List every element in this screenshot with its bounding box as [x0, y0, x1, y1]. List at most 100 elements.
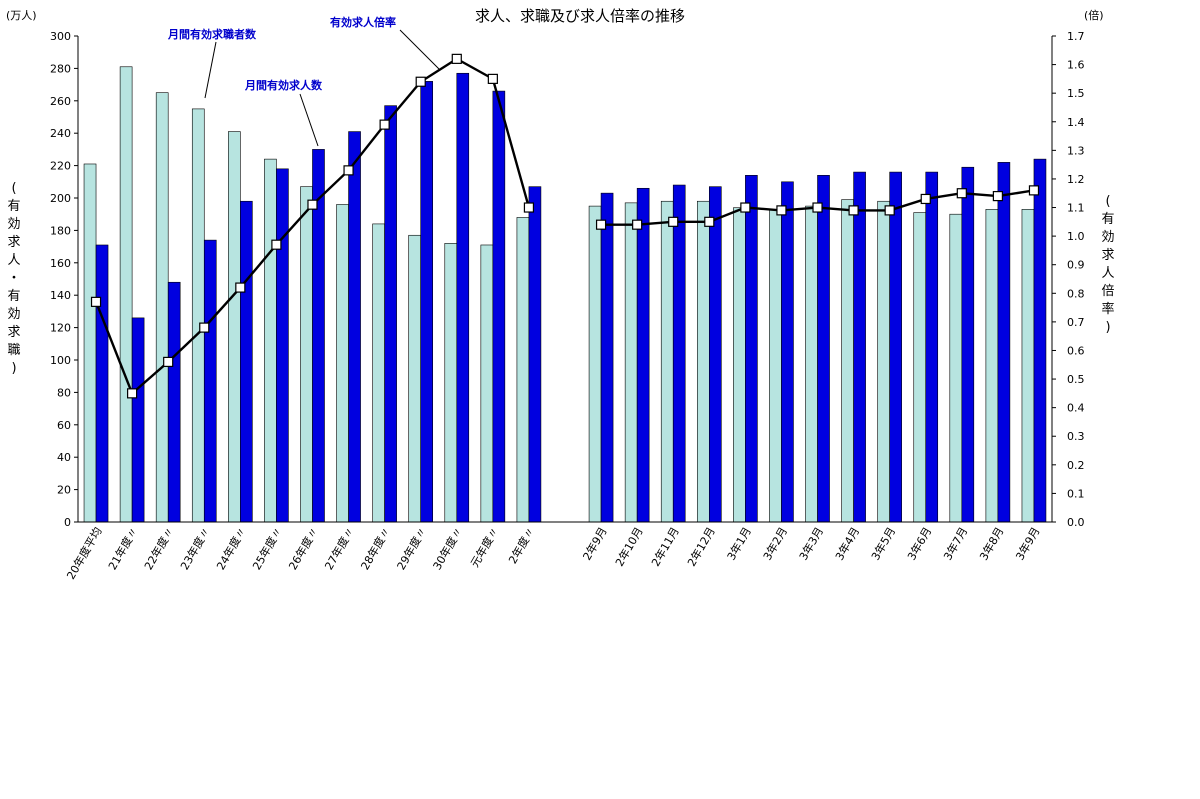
ratio-point: [199, 322, 210, 333]
right-tick-label: 0.3: [1067, 430, 1085, 443]
right-axis-label-char: 人: [1101, 266, 1114, 281]
ratio-point: [487, 73, 498, 84]
bar-job-seekers: [985, 209, 999, 523]
ratio-point: [127, 388, 138, 399]
bar-job-seekers: [228, 131, 241, 523]
bar-job-seekers: [300, 186, 313, 523]
x-tick-label: 26年度〃: [285, 525, 321, 573]
bar-job-openings: [708, 186, 722, 523]
annotation-ratio: 有効求人倍率: [330, 15, 396, 29]
left-axis-unit: (万人): [6, 9, 37, 22]
left-axis-label-char: 求: [7, 235, 20, 250]
bar-job-seekers: [264, 158, 277, 523]
right-axis-ticks: 0.0 0.1 0.2 0.3 0.4 0.5 0.6 0.7 0.8 0.9 1.0 1.1 1.2 1…: [1052, 30, 1085, 529]
bar-job-openings: [997, 162, 1011, 523]
left-axis-label-char: 有: [7, 289, 20, 304]
bar-job-openings: [528, 186, 542, 523]
left-tick-label: 60: [57, 419, 71, 432]
x-tick-label: 3年8月: [976, 525, 1006, 563]
right-axis-unit: (倍): [1084, 8, 1104, 22]
right-tick-label: 1.1: [1067, 202, 1085, 215]
bar-job-seekers: [805, 205, 818, 523]
left-axis-label-char: 効: [7, 217, 20, 232]
right-tick-label: 1.0: [1067, 230, 1085, 243]
ratio-point: [307, 199, 318, 210]
x-tick-label: 28年度〃: [358, 525, 394, 573]
chart-title: 求人、求職及び求人倍率の推移: [475, 7, 685, 25]
x-tick-label: 3年3月: [796, 525, 826, 563]
bar-job-seekers: [949, 213, 963, 523]
x-tick-label: 3年7月: [940, 525, 970, 563]
bar-job-openings: [95, 244, 109, 523]
left-tick-label: 80: [57, 386, 71, 399]
bar-job-seekers: [83, 163, 97, 523]
bar-job-openings: [384, 105, 397, 523]
bar-job-seekers: [336, 204, 349, 523]
bar-job-seekers: [155, 92, 169, 523]
x-tick-label: 29年度〃: [394, 525, 430, 573]
x-tick-label: 3年1月: [724, 525, 754, 563]
ratio-point: [956, 188, 967, 199]
x-tick-label: 3年6月: [904, 525, 934, 563]
ratio-point: [668, 216, 679, 227]
bar-job-openings: [492, 90, 506, 523]
bar-job-seekers: [480, 244, 494, 523]
x-tick-label: 2年11月: [648, 525, 682, 569]
right-axis-label-char: 求: [1101, 248, 1114, 263]
left-axis-label-char: ・: [7, 271, 20, 286]
x-axis-labels: 20年度平均 21年度〃 22年度〃 23年度〃 24年度〃 25年度〃 26年度〃 27年度…: [64, 525, 1043, 582]
x-tick-label: 20年度平均: [64, 525, 105, 582]
x-tick-label: 3年5月: [868, 525, 898, 563]
right-tick-label: 0.8: [1067, 287, 1085, 300]
bar-job-openings: [203, 239, 217, 523]
x-tick-label: 22年度〃: [141, 525, 177, 573]
right-axis-label-char: (: [1105, 194, 1110, 209]
right-tick-label: 1.2: [1067, 173, 1085, 186]
annotation-job-openings-leader: [299, 93, 319, 147]
left-tick-label: 300: [50, 30, 71, 43]
bar-job-seekers: [660, 200, 674, 523]
bar-job-seekers: [877, 200, 890, 523]
bar-job-openings: [420, 81, 434, 523]
right-tick-label: 1.3: [1067, 144, 1085, 157]
left-axis-label-char: 効: [7, 307, 20, 322]
x-tick-label: 30年度〃: [430, 525, 466, 573]
x-tick-label: 2年12月: [684, 525, 718, 569]
bar-job-seekers: [516, 217, 530, 523]
left-axis-label-char: 人: [7, 253, 20, 268]
bar-job-openings: [781, 181, 794, 523]
left-tick-label: 200: [50, 192, 71, 205]
x-tick-label: 21年度〃: [105, 525, 141, 573]
bar-job-seekers: [191, 108, 205, 523]
left-axis-label-char: (: [11, 181, 16, 196]
right-axis-label: (有効求人倍率): [1101, 194, 1114, 335]
bar-job-seekers: [444, 243, 458, 523]
right-axis-label-char: 有: [1101, 212, 1114, 227]
left-tick-label: 140: [50, 289, 71, 302]
right-tick-label: 1.5: [1067, 87, 1085, 100]
ratio-line: [90, 53, 1040, 399]
bar-job-seekers: [696, 200, 710, 523]
ratio-point: [920, 193, 931, 205]
left-tick-label: 160: [50, 257, 71, 270]
left-tick-label: 240: [50, 127, 71, 140]
bar-job-openings: [167, 281, 181, 523]
ratio-point: [163, 356, 174, 368]
x-tick-label: 元年度〃: [467, 525, 501, 570]
left-tick-label: 220: [50, 160, 71, 173]
ratio-point: [271, 239, 282, 250]
left-axis-label-char: 職: [7, 343, 20, 358]
left-tick-label: 280: [50, 62, 71, 75]
ratio-point: [379, 119, 390, 130]
bar-job-openings: [889, 171, 902, 523]
right-tick-label: 0.6: [1067, 344, 1085, 357]
bar-job-seekers: [769, 209, 782, 523]
bars: [83, 66, 1047, 523]
x-tick-label: 3年2月: [760, 525, 790, 563]
ratio-point: [343, 165, 354, 176]
left-axis-label-char: 求: [7, 325, 20, 340]
bar-job-openings: [131, 317, 145, 523]
bar-job-seekers: [372, 223, 385, 523]
left-axis-ticks: 0 20 40 60 80 100 120 140 160 180 200 220 240 260 280 3…: [50, 30, 78, 529]
